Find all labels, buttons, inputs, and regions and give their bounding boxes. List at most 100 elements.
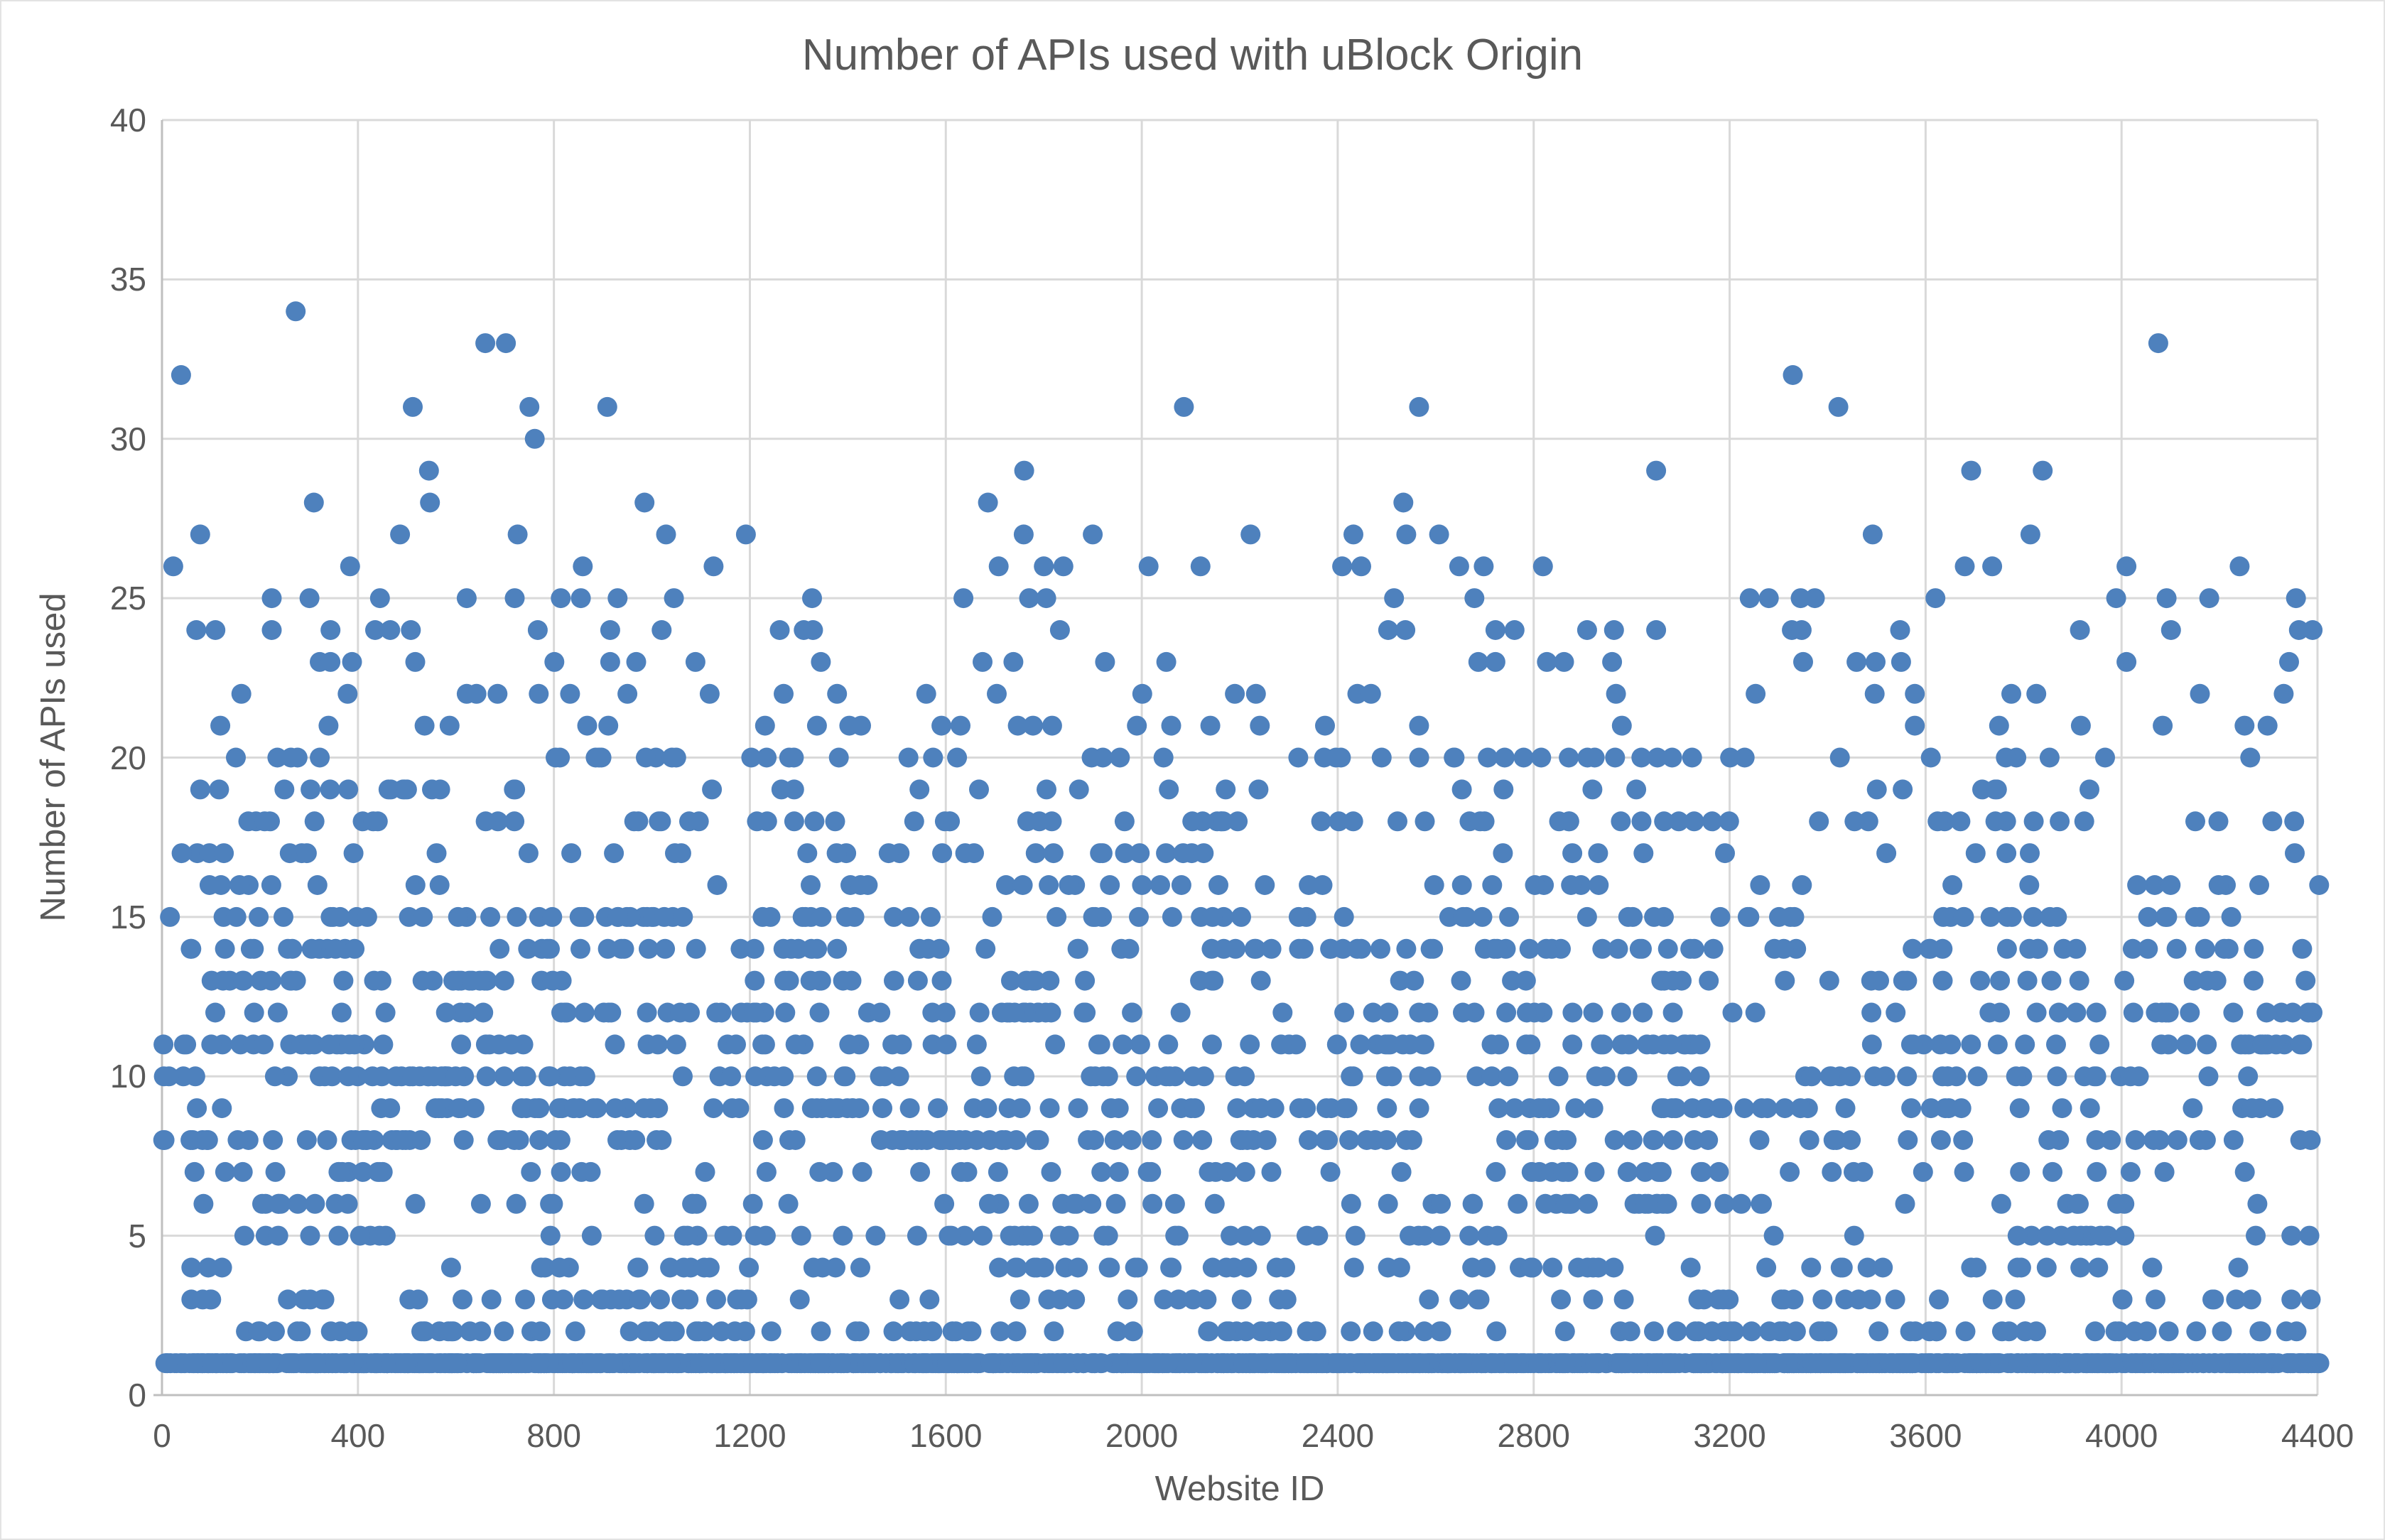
data-point[interactable] <box>651 1130 672 1150</box>
data-point[interactable] <box>1200 715 1221 736</box>
data-point[interactable] <box>1388 1321 1409 1342</box>
data-point[interactable] <box>1694 1289 1714 1310</box>
data-point[interactable] <box>1982 556 2003 577</box>
data-point[interactable] <box>2069 1193 2089 1214</box>
data-point[interactable] <box>1173 843 1194 864</box>
data-point[interactable] <box>2208 811 2229 832</box>
data-point[interactable] <box>215 938 235 959</box>
data-point[interactable] <box>1967 1257 1986 1278</box>
data-point[interactable] <box>841 970 862 991</box>
data-point[interactable] <box>369 1225 390 1246</box>
data-point[interactable] <box>2007 1225 2028 1246</box>
data-point[interactable] <box>1493 843 1513 864</box>
data-point[interactable] <box>1156 1066 1177 1087</box>
data-point[interactable] <box>2008 1353 2028 1374</box>
data-point[interactable] <box>1875 1066 1895 1087</box>
data-point[interactable] <box>1410 1353 1430 1374</box>
data-point[interactable] <box>1271 1034 1292 1055</box>
data-point[interactable] <box>686 1193 707 1214</box>
data-point[interactable] <box>1489 1034 1509 1055</box>
data-point[interactable] <box>1862 524 1883 545</box>
data-point[interactable] <box>1828 396 1849 417</box>
data-point[interactable] <box>1551 1289 1572 1310</box>
data-point[interactable] <box>2156 588 2177 609</box>
data-point[interactable] <box>451 1034 472 1055</box>
data-point[interactable] <box>296 843 317 864</box>
data-point[interactable] <box>405 1193 426 1214</box>
data-point[interactable] <box>1194 843 1214 864</box>
data-point[interactable] <box>1315 1130 1336 1150</box>
data-point[interactable] <box>1413 1034 1434 1055</box>
data-point[interactable] <box>634 1193 654 1214</box>
data-point[interactable] <box>826 1257 845 1278</box>
data-point[interactable] <box>775 1002 796 1023</box>
data-point[interactable] <box>2295 970 2316 991</box>
data-point[interactable] <box>414 715 435 736</box>
data-point[interactable] <box>1508 1193 1528 1214</box>
data-point[interactable] <box>1248 1353 1269 1374</box>
data-point[interactable] <box>1603 620 1624 640</box>
data-point[interactable] <box>480 906 501 927</box>
data-point[interactable] <box>1275 1257 1295 1278</box>
data-point[interactable] <box>827 938 848 959</box>
data-point[interactable] <box>922 1034 943 1055</box>
data-point[interactable] <box>941 1225 961 1246</box>
data-point[interactable] <box>973 1225 993 1246</box>
data-point[interactable] <box>1164 1193 1185 1214</box>
data-point[interactable] <box>1986 779 2007 800</box>
data-point[interactable] <box>1535 1193 1556 1214</box>
data-point[interactable] <box>800 970 821 991</box>
data-point[interactable] <box>1231 1289 1252 1310</box>
data-point[interactable] <box>604 843 624 864</box>
data-point[interactable] <box>1415 1225 1435 1246</box>
data-point[interactable] <box>436 1002 456 1023</box>
data-point[interactable] <box>1371 747 1392 768</box>
data-point[interactable] <box>1577 906 1597 927</box>
data-point[interactable] <box>1739 906 1760 927</box>
data-point[interactable] <box>301 779 321 800</box>
data-point[interactable] <box>1378 620 1398 640</box>
data-point[interactable] <box>833 1066 854 1087</box>
data-point[interactable] <box>198 1257 219 1278</box>
data-point[interactable] <box>907 1225 927 1246</box>
data-point[interactable] <box>1905 683 1925 704</box>
data-point[interactable] <box>1343 811 1363 832</box>
data-point[interactable] <box>660 1257 681 1278</box>
data-point[interactable] <box>932 843 953 864</box>
data-point[interactable] <box>1578 1193 1598 1214</box>
data-point[interactable] <box>825 811 845 832</box>
data-point[interactable] <box>382 1353 402 1374</box>
data-point[interactable] <box>222 1353 243 1374</box>
data-point[interactable] <box>1722 1002 1743 1023</box>
data-point[interactable] <box>870 1353 890 1374</box>
data-point[interactable] <box>350 1225 370 1246</box>
data-point[interactable] <box>1037 779 1056 800</box>
data-point[interactable] <box>1661 1034 1682 1055</box>
data-point[interactable] <box>1065 1289 1086 1310</box>
data-point[interactable] <box>1466 1066 1487 1087</box>
data-point[interactable] <box>2040 906 2060 927</box>
data-point[interactable] <box>1118 1289 1138 1310</box>
data-point[interactable] <box>1785 1321 1806 1342</box>
data-point[interactable] <box>1548 1066 1569 1087</box>
data-point[interactable] <box>2254 1353 2273 1374</box>
data-point[interactable] <box>1667 1066 1687 1087</box>
data-point[interactable] <box>1088 1034 1108 1055</box>
data-point[interactable] <box>2021 1225 2042 1246</box>
data-point[interactable] <box>745 1066 766 1087</box>
data-point[interactable] <box>212 970 233 991</box>
data-point[interactable] <box>1954 1161 1974 1182</box>
data-point[interactable] <box>261 875 281 895</box>
data-point[interactable] <box>1605 747 1626 768</box>
data-point[interactable] <box>330 906 350 927</box>
data-point[interactable] <box>1997 906 2018 927</box>
data-point[interactable] <box>2066 938 2087 959</box>
data-point[interactable] <box>2114 970 2135 991</box>
data-point[interactable] <box>957 1161 978 1182</box>
data-point[interactable] <box>1350 1034 1370 1055</box>
data-point[interactable] <box>2229 1353 2250 1374</box>
data-point[interactable] <box>686 938 706 959</box>
data-point[interactable] <box>1746 683 1766 704</box>
data-point[interactable] <box>485 1353 505 1374</box>
data-point[interactable] <box>1006 1321 1027 1342</box>
